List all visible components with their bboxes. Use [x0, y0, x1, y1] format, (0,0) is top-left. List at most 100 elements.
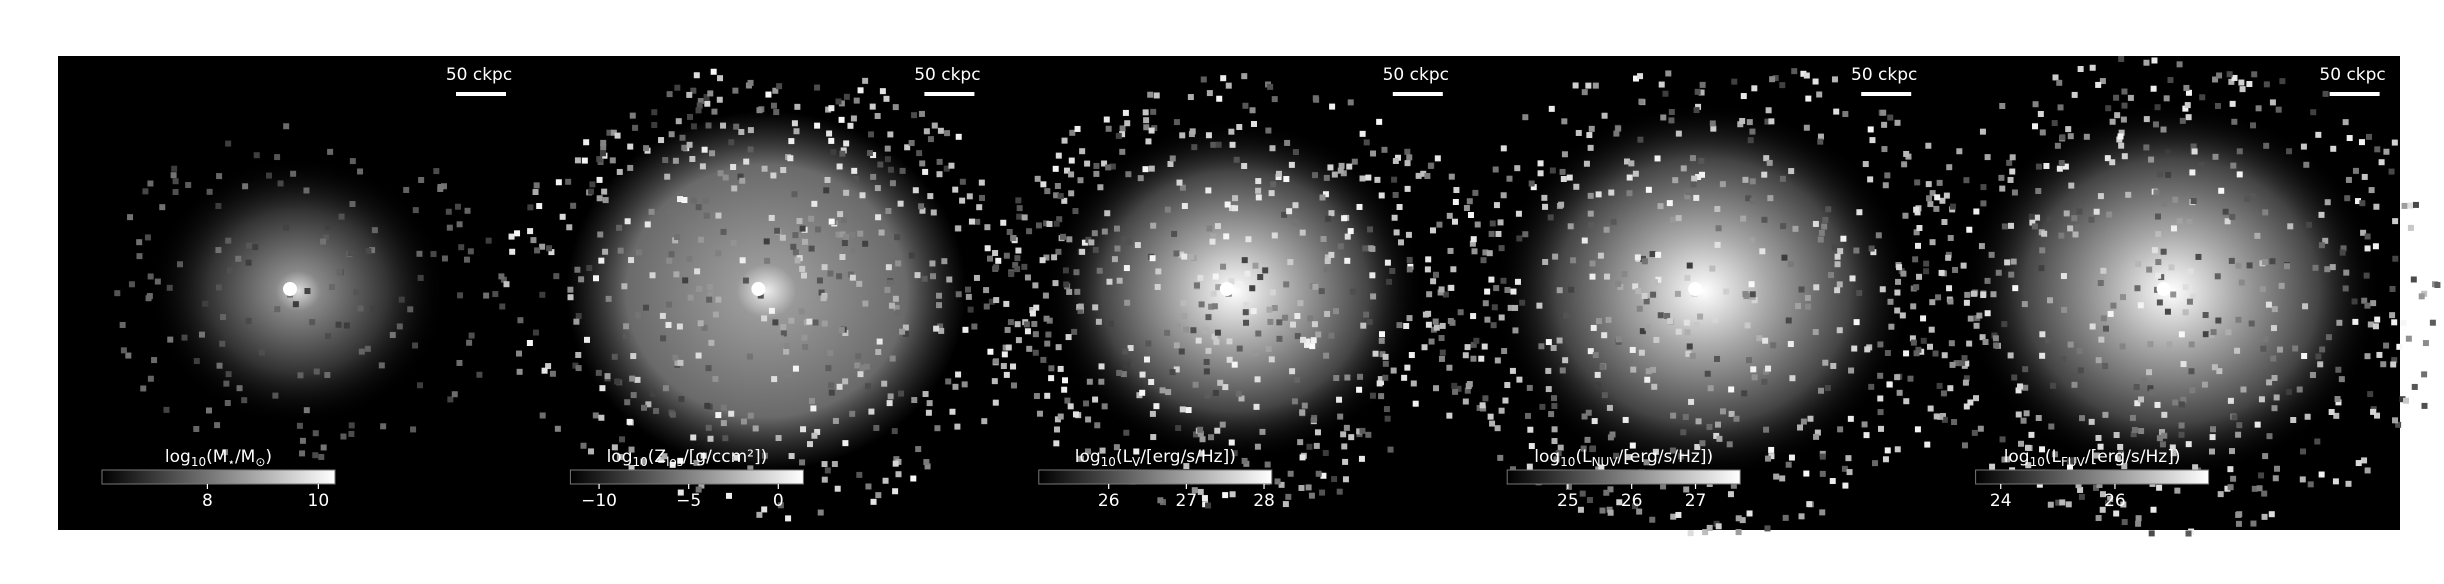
pixel — [1153, 403, 1160, 410]
pixel — [933, 325, 940, 332]
pixel — [1575, 129, 1582, 136]
pixel — [2401, 202, 2408, 209]
pixel — [642, 304, 649, 311]
pixel — [1500, 192, 1507, 199]
pixel — [1116, 277, 1123, 284]
pixel — [1697, 313, 1704, 320]
pixel — [859, 364, 866, 371]
pixel — [1367, 226, 1374, 233]
pixel — [181, 334, 188, 341]
pixel — [1324, 254, 1331, 261]
pixel — [2160, 126, 2167, 133]
pixel — [918, 203, 925, 210]
pixel — [1841, 465, 1848, 472]
pixel — [163, 406, 170, 413]
pixel — [2059, 134, 2066, 141]
pixel — [666, 257, 673, 264]
pixel — [527, 204, 534, 211]
pixel — [1947, 385, 1954, 392]
pixel — [1489, 420, 1496, 427]
pixel — [2392, 417, 2399, 424]
pixel — [897, 200, 904, 207]
pixel — [857, 87, 864, 94]
pixel — [253, 152, 260, 159]
pixel — [1601, 112, 1608, 119]
pixel — [1514, 165, 1521, 172]
pixel — [2396, 343, 2403, 350]
pixel — [936, 158, 943, 165]
pixel — [934, 425, 941, 432]
pixel — [842, 329, 849, 336]
pixel — [1054, 426, 1061, 433]
pixel — [2360, 229, 2367, 236]
pixel — [1645, 368, 1652, 375]
pixel — [2106, 211, 2113, 218]
pixel — [1607, 434, 1614, 441]
pixel — [539, 291, 546, 298]
pixel — [2146, 369, 2153, 376]
pixel — [2035, 415, 2042, 422]
pixel — [875, 349, 882, 356]
pixel — [575, 365, 582, 372]
pixel — [1589, 446, 1596, 453]
pixel — [1243, 319, 1250, 326]
pixel — [1023, 321, 1030, 328]
pixel — [720, 122, 727, 129]
pixel — [1062, 377, 1069, 384]
pixel — [2228, 257, 2235, 264]
pixel — [2099, 491, 2106, 498]
pixel — [1092, 396, 1099, 403]
pixel — [1255, 187, 1262, 194]
pixel — [1320, 236, 1327, 243]
pixel — [679, 134, 686, 141]
pixel — [2383, 148, 2390, 155]
pixel — [570, 202, 577, 209]
pixel — [1193, 282, 1200, 289]
pixel — [788, 317, 795, 324]
galaxy-glow — [566, 111, 967, 471]
pixel — [619, 436, 626, 443]
pixel — [2180, 361, 2187, 368]
pixel — [1242, 309, 1249, 316]
pixel — [1629, 442, 1636, 449]
pixel — [2010, 258, 2017, 265]
pixel — [2339, 249, 2346, 256]
colorbar-tick-label: 24 — [1990, 491, 2012, 511]
pixel — [704, 402, 711, 409]
colorbar-tick-label: 28 — [1253, 491, 1275, 511]
pixel — [2182, 105, 2189, 112]
pixel — [1946, 164, 1953, 171]
pixel — [959, 178, 966, 185]
pixel — [1206, 90, 1213, 97]
pixel — [1558, 201, 1565, 208]
pixel — [1093, 162, 1100, 169]
pixel — [2141, 377, 2148, 384]
pixel — [2324, 199, 2331, 206]
pixel — [1644, 324, 1651, 331]
pixel — [987, 348, 994, 355]
pixel — [1210, 290, 1217, 297]
pixel — [916, 150, 923, 157]
pixel — [407, 306, 414, 313]
pixel — [1712, 316, 1719, 323]
label-part: 10 — [633, 455, 648, 469]
pixel — [857, 230, 864, 237]
label-part: log — [1075, 447, 1101, 467]
pixel — [1376, 118, 1383, 125]
pixel — [915, 446, 922, 453]
pixel — [903, 330, 910, 337]
colorbar-label: log10(LNUV/[erg/s/Hz]) — [1534, 447, 1713, 469]
pixel — [1010, 363, 1017, 370]
pixel — [1094, 422, 1101, 429]
pixel — [2152, 121, 2159, 128]
pixel — [1360, 322, 1367, 329]
pixel — [1683, 486, 1690, 493]
pixel — [1899, 312, 1906, 319]
pixel — [1851, 345, 1858, 352]
pixel — [1379, 351, 1386, 358]
pixel — [1923, 260, 1930, 267]
pixel — [1393, 229, 1400, 236]
pixel — [2151, 247, 2158, 254]
pixel — [1123, 362, 1130, 369]
pixel — [874, 112, 881, 119]
